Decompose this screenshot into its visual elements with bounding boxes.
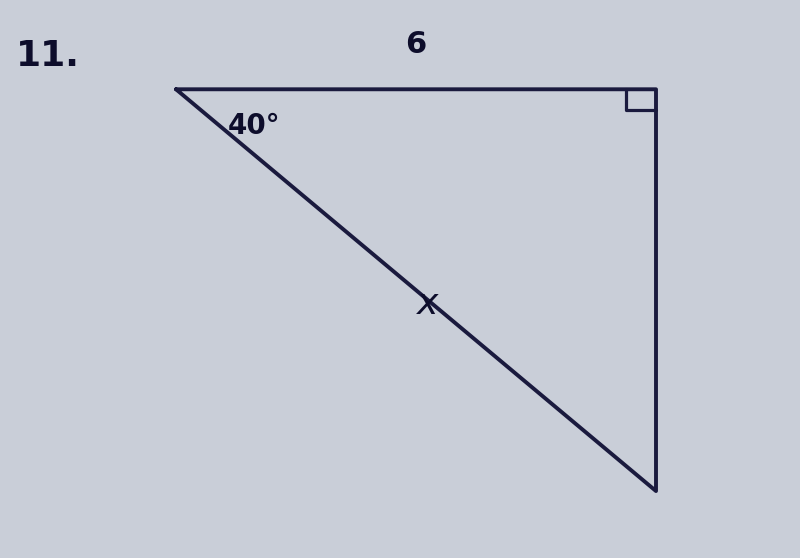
Text: 6: 6 [406, 30, 426, 59]
Text: 40°: 40° [228, 112, 281, 140]
Text: x: x [418, 287, 438, 321]
Text: 11.: 11. [16, 39, 80, 73]
